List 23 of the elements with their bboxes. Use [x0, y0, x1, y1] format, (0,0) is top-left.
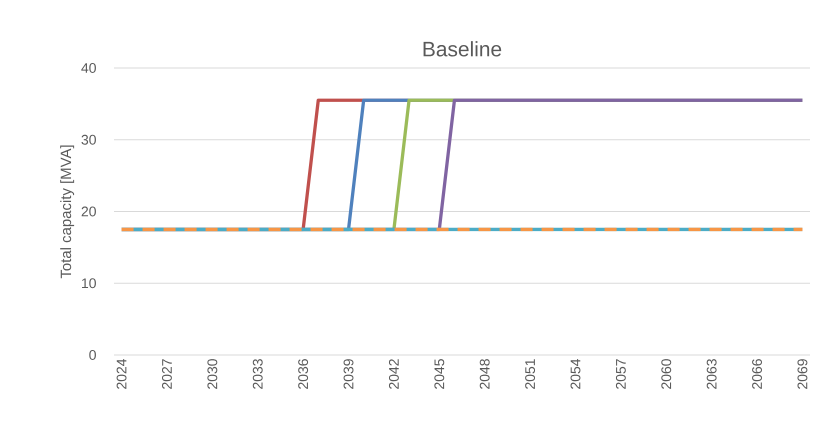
x-tick-label: 2054	[570, 358, 580, 389]
x-tick-label: 2042	[388, 359, 399, 389]
chart-title: Baseline	[424, 41, 502, 56]
y-tick-label: 30	[81, 134, 96, 145]
x-tick-label: 2039	[344, 359, 354, 389]
x-tick-label: 2060	[661, 359, 672, 389]
x-tick-label: 2051	[525, 359, 536, 389]
y-tick-label: 0	[89, 350, 96, 360]
x-tick-label: 2024	[116, 358, 127, 389]
y-tick-label: 40	[81, 63, 96, 73]
x-tick-label: 2030	[207, 359, 218, 389]
y-tick-label: 10	[82, 278, 96, 288]
x-tick-label: 2027	[162, 359, 172, 389]
x-tick-label: 2045	[434, 359, 444, 389]
x-tick-label: 2069	[797, 359, 808, 389]
x-tick-label: 2033	[252, 359, 263, 389]
y-axis-title: Total capacity [MVA]	[60, 145, 74, 278]
x-tick-label: 2048	[480, 359, 490, 389]
x-tick-label: 2063	[706, 359, 717, 389]
x-tick-label: 2036	[298, 359, 308, 389]
x-tick-label: 2066	[752, 359, 762, 389]
y-tick-label: 20	[82, 206, 96, 216]
x-tick-label: 2057	[616, 359, 626, 389]
